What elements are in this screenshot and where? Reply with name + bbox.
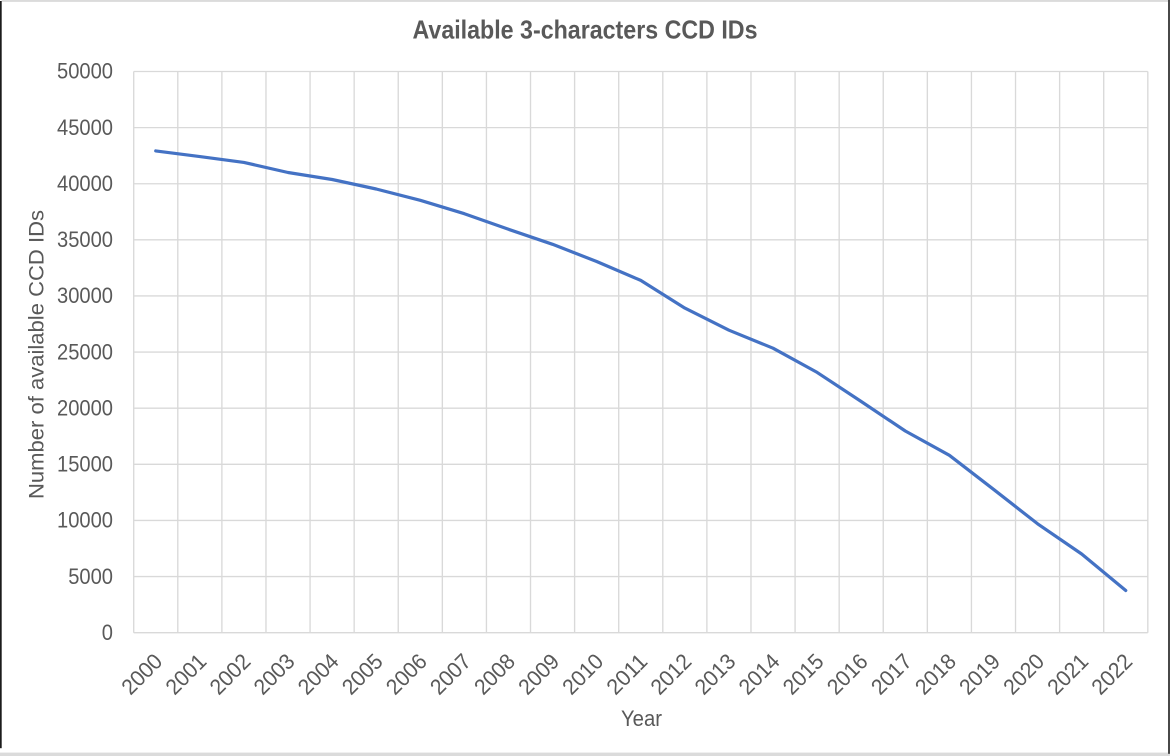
svg-text:40000: 40000 (57, 171, 113, 196)
svg-text:0: 0 (102, 620, 113, 645)
svg-text:Available 3-characters CCD IDs: Available 3-characters CCD IDs (413, 15, 758, 45)
svg-text:5000: 5000 (68, 564, 113, 589)
svg-text:Year: Year (621, 706, 662, 731)
svg-text:10000: 10000 (57, 508, 113, 533)
svg-text:45000: 45000 (57, 115, 113, 140)
svg-text:50000: 50000 (57, 59, 113, 84)
svg-text:25000: 25000 (57, 339, 113, 364)
svg-text:35000: 35000 (57, 227, 113, 252)
svg-text:20000: 20000 (57, 395, 113, 420)
svg-text:30000: 30000 (57, 283, 113, 308)
svg-text:Number of available CCD IDs: Number of available CCD IDs (26, 210, 49, 499)
svg-text:15000: 15000 (57, 452, 113, 477)
